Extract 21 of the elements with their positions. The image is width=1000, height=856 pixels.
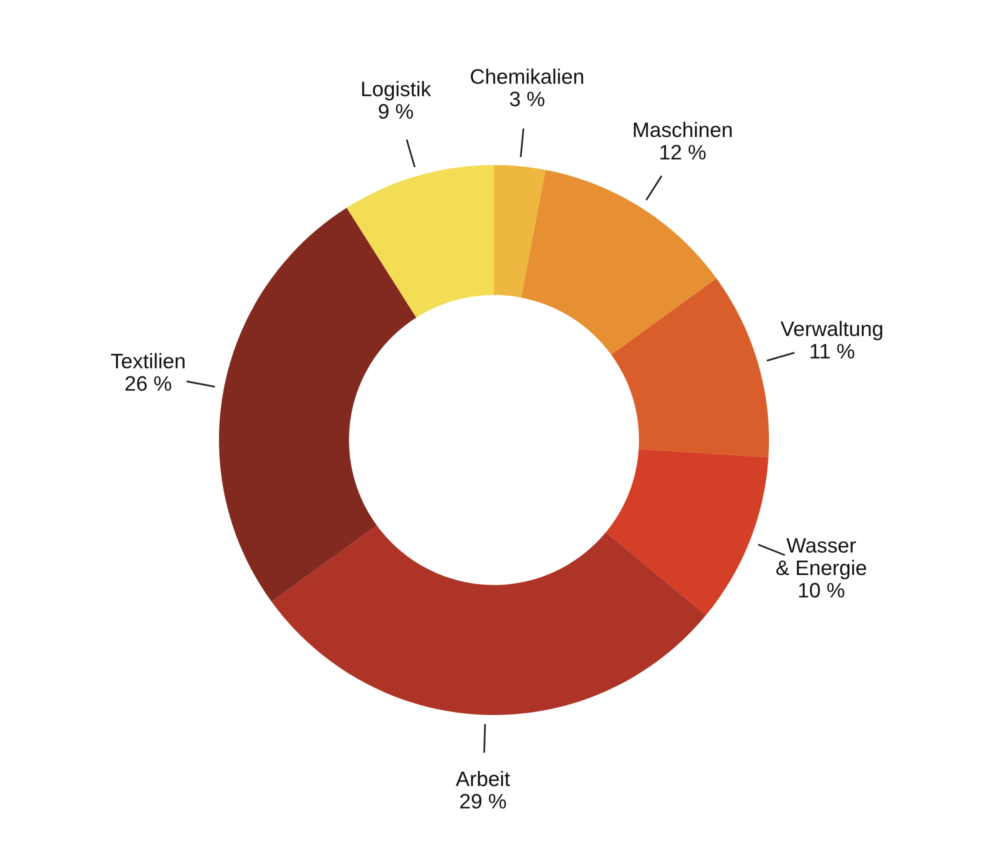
donut-slice xyxy=(346,165,494,318)
donut-slice xyxy=(611,278,769,458)
slice-label: Textilien xyxy=(111,353,185,368)
donut-slice xyxy=(494,165,546,298)
data-label: 10 % xyxy=(799,582,844,598)
slice-label: Maschinen xyxy=(634,122,732,138)
slice-label: Chemikalien xyxy=(470,68,584,84)
data-label: 12 % xyxy=(660,144,706,160)
donut-slice xyxy=(521,170,716,355)
donut-slice xyxy=(606,449,768,616)
data-label: 26 % xyxy=(126,376,172,391)
data-label: 11 % xyxy=(810,344,854,359)
slice-label: Verwaltung xyxy=(780,320,882,340)
slice-label: Arbeit xyxy=(456,770,510,786)
slice-label: Wasser & Energie xyxy=(776,538,866,580)
data-label: 3 % xyxy=(510,92,544,106)
data-label: 9 % xyxy=(378,104,414,119)
slice-label: Logistik xyxy=(362,81,432,100)
data-label: 29 % xyxy=(460,794,506,809)
donut-slice xyxy=(219,208,416,602)
donut-slice xyxy=(272,525,706,715)
